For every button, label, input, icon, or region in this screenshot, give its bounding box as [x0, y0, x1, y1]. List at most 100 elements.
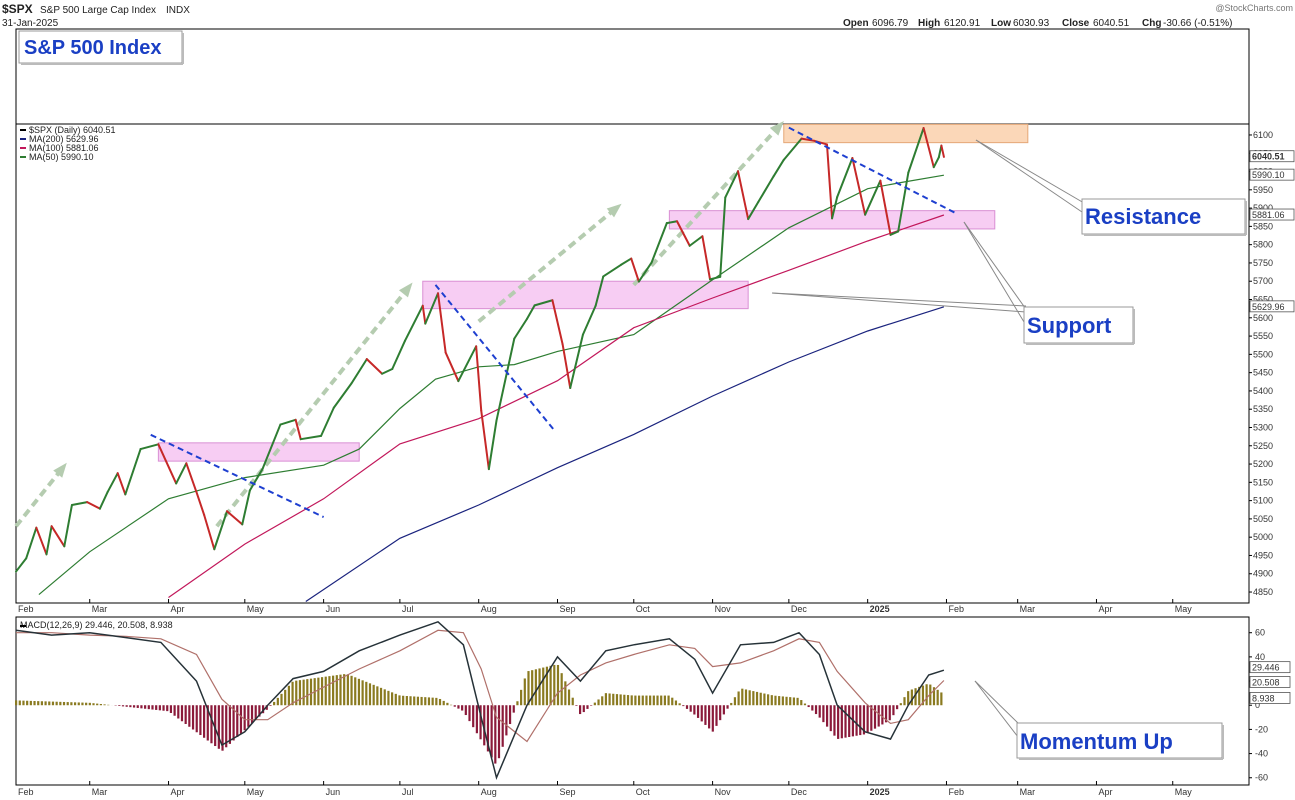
macd-y-tick-label: 40	[1255, 652, 1265, 662]
macd-hist-bar	[645, 695, 648, 706]
macd-hist-bar	[730, 702, 733, 706]
macd-hist-bar	[601, 696, 604, 706]
macd-hist-bar	[671, 697, 674, 706]
macd-hist-bar	[376, 686, 379, 706]
macd-hist-bar	[534, 669, 537, 706]
x-tick-label: Feb	[18, 604, 34, 614]
macd-hist-bar	[486, 705, 490, 752]
momentum-arrow-head	[606, 203, 622, 218]
macd-hist-bar	[22, 700, 25, 706]
macd-hist-bar	[409, 696, 412, 706]
price-segment	[25, 526, 38, 560]
macd-x-tick-label: Feb	[948, 787, 964, 797]
macd-hist-bar	[51, 701, 55, 706]
price-segment	[444, 351, 460, 383]
macd-hist-bar	[696, 705, 700, 718]
macd-hist-bar	[273, 701, 276, 706]
macd-hist-bar	[339, 674, 342, 706]
price-segment	[688, 235, 704, 247]
macd-hist-bar	[512, 705, 515, 713]
macd-hist-bar	[844, 705, 847, 738]
price-segment	[594, 275, 605, 307]
moving-averages	[38, 174, 945, 602]
macd-histogram	[15, 664, 943, 764]
macd-x-tick-label: Feb	[18, 787, 34, 797]
macd-hist-bar	[767, 694, 770, 706]
macd-hist-bar	[848, 705, 851, 738]
macd-hist-bar	[505, 705, 508, 736]
macd-hist-bar	[125, 705, 128, 707]
macd-hist-bar	[932, 687, 936, 706]
momentum-arrow-head	[53, 462, 67, 478]
price-segment	[495, 337, 516, 422]
price-segment	[437, 292, 447, 354]
macd-hist-bar	[402, 695, 405, 706]
support-zone	[157, 442, 360, 462]
macd-y-tick-label: -20	[1255, 724, 1268, 734]
macd-x-axis-ticks: Feb Mar Apr May Jun Jul Aug Sep Oct Nov Dec 2025 Feb…	[15, 781, 1192, 797]
macd-hist-bar	[302, 679, 305, 706]
price-segment	[533, 299, 554, 307]
macd-hist-bar	[26, 700, 29, 706]
macd-hist-bar	[461, 705, 464, 711]
macd-hist-bar	[85, 702, 88, 706]
price-segment	[724, 170, 740, 199]
macd-x-tick-label: Mar	[92, 787, 108, 797]
macd-hist-bar	[748, 690, 751, 706]
price-segment	[581, 304, 597, 336]
macd-hist-bar	[291, 681, 294, 706]
macd-hist-bar	[424, 697, 427, 706]
x-tick-label: Mar	[1020, 604, 1036, 614]
macd-hist-bar	[615, 694, 619, 706]
macd-hist-bar	[722, 705, 725, 715]
macd-hist-bar	[501, 705, 504, 747]
macd-hist-bar	[884, 705, 888, 723]
macd-hist-bar	[217, 705, 220, 749]
macd-signal-line	[16, 629, 945, 743]
macd-hist-bar	[763, 693, 766, 706]
ma-line-MA200	[305, 306, 945, 602]
chg-value: -30.66 (-0.51%)	[1163, 18, 1232, 29]
price-segment	[551, 299, 564, 346]
macd-hist-bar	[652, 695, 655, 706]
macd-hist-bar	[261, 705, 265, 714]
macd-hist-bar	[309, 678, 313, 706]
macd-hist-bar	[497, 705, 501, 759]
y-axis-ticks: 4850 4900 4950 5000 5050 5100 5150 5200 5250 5300…	[1249, 130, 1273, 597]
macd-hist-bar	[320, 677, 324, 706]
price-segment	[922, 127, 935, 169]
price-segment	[637, 261, 653, 283]
macd-hist-bar	[792, 697, 796, 706]
price-right-label: 5629.96	[1249, 300, 1295, 313]
macd-hist-bar	[228, 705, 232, 744]
price-segment	[940, 144, 945, 158]
macd-hist-bar	[542, 667, 545, 706]
macd-hist-bar	[147, 705, 150, 710]
macd-hist-bar	[328, 676, 331, 706]
macd-hist-bar	[733, 697, 737, 706]
momentum-arrow	[632, 122, 783, 287]
macd-hist-bar	[870, 705, 873, 731]
price-right-label-text: 6040.51	[1252, 152, 1285, 162]
macd-hist-bar	[144, 705, 147, 709]
y-tick-label: 5700	[1253, 276, 1273, 286]
macd-hist-bar	[829, 705, 832, 732]
macd-hist-bar	[752, 691, 755, 706]
chart-date: 31-Jan-2025	[2, 18, 59, 29]
macd-hist-bar	[446, 702, 449, 706]
y-tick-label: 5650	[1253, 295, 1273, 305]
resistance-callout: Resistance	[975, 139, 1247, 236]
macd-hist-bar	[280, 693, 283, 706]
macd-x-tick-label: 2025	[870, 787, 890, 797]
x-tick-label: Nov	[715, 604, 732, 614]
macd-hist-bar	[173, 705, 176, 716]
y-tick-label: 5100	[1253, 496, 1273, 506]
macd-hist-bar	[77, 702, 80, 706]
price-segment	[825, 143, 834, 220]
price-segment	[475, 345, 483, 412]
price-segment	[851, 157, 867, 216]
price-segment	[185, 462, 198, 494]
price-segment	[98, 491, 109, 510]
macd-hist-bar	[571, 697, 574, 706]
